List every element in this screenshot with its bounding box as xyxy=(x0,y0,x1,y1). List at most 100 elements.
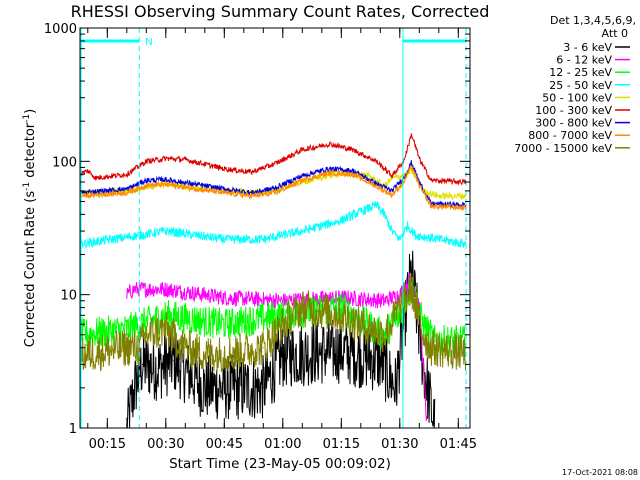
data-point-100-300-kev-18 xyxy=(430,179,432,181)
data-point-300-800-kev-1 xyxy=(126,188,128,190)
data-point-300-800-kev-8 xyxy=(329,168,331,170)
data-point-3-6-kev-12 xyxy=(411,270,412,272)
data-point-300-800-kev-16 xyxy=(465,204,467,206)
data-point-6-12-kev-6 xyxy=(383,300,385,302)
data-point-100-300-kev-13 xyxy=(375,160,377,162)
data-point-800-7000-kev-11 xyxy=(391,194,393,196)
data-point-3-6-kev-1 xyxy=(134,387,136,389)
data-point-100-300-kev-4 xyxy=(145,160,147,162)
data-point-300-800-kev-4 xyxy=(223,188,225,190)
data-point-25-50-kev-10 xyxy=(391,230,393,232)
x-tick-label-01-30: 01:30 xyxy=(381,437,418,452)
legend-label-3-6-kev: 3 - 6 keV xyxy=(563,41,612,54)
legend-label-6-12-kev: 6 - 12 keV xyxy=(556,54,612,67)
y-axis-label-sup2: -1 xyxy=(22,114,32,123)
data-point-800-7000-kev-6 xyxy=(274,192,276,194)
data-point-25-50-kev-5 xyxy=(301,230,303,232)
y-tick-label-1000: 1000 xyxy=(44,22,77,37)
x-tick-label-00-45: 00:45 xyxy=(206,437,243,452)
data-point-300-800-kev-2 xyxy=(145,179,147,181)
data-point-25-50-kev-11 xyxy=(399,238,401,240)
data-point-25-50-kev-6 xyxy=(340,219,342,221)
data-point-3-6-kev-2 xyxy=(141,363,143,365)
legend-header-attenuator: Att 0 xyxy=(602,27,628,40)
data-point-6-12-kev-4 xyxy=(282,300,284,302)
legend-header-detectors: Det 1,3,4,5,6,9, xyxy=(550,14,636,27)
tick-layer: 00:15 00:30 00:45 01:00 01:15 01:30 01:45 1 10 10… xyxy=(44,22,477,452)
data-point-300-800-kev-10 xyxy=(375,183,377,185)
data-point-300-800-kev-3 xyxy=(165,179,167,181)
data-point-800-7000-kev-9 xyxy=(352,173,354,175)
data-point-800-7000-kev-12 xyxy=(403,181,405,183)
x-tick-label-00-15: 00:15 xyxy=(89,437,126,452)
data-point-7000-15000-kev-13 xyxy=(360,323,362,325)
data-point-800-7000-kev-14 xyxy=(418,184,420,186)
data-point-7000-15000-kev-6 xyxy=(204,353,206,355)
data-point-3-6-kev-11 xyxy=(403,323,405,325)
series-100-300-kev xyxy=(79,133,467,186)
data-point-800-7000-kev-13 xyxy=(411,165,412,167)
data-point-100-300-kev-16 xyxy=(411,133,412,135)
series-line-7000-15000-kev xyxy=(79,273,467,373)
data-point-300-800-kev-5 xyxy=(251,192,253,194)
data-point-12-25-kev-9 xyxy=(422,323,424,325)
data-point-7000-15000-kev-18 xyxy=(430,347,432,349)
data-point-800-7000-kev-10 xyxy=(375,185,377,187)
data-point-800-7000-kev-1 xyxy=(126,192,128,194)
data-point-50-100-kev-1 xyxy=(126,190,128,192)
data-point-3-6-kev-10 xyxy=(395,387,397,389)
data-point-100-300-kev-15 xyxy=(403,160,405,162)
data-point-800-7000-kev-8 xyxy=(329,172,331,174)
legend-item-100-300-kev: 100 - 300 keV xyxy=(535,104,630,117)
data-point-6-12-kev-7 xyxy=(399,294,401,296)
night-label: N xyxy=(145,37,152,48)
series-25-50-kev xyxy=(79,201,467,250)
x-tick-label-01-45: 01:45 xyxy=(440,437,477,452)
data-point-100-300-kev-12 xyxy=(352,149,354,151)
series-line-800-7000-kev xyxy=(79,164,467,212)
data-point-100-300-kev-5 xyxy=(165,158,167,160)
series-line-25-50-kev xyxy=(79,201,467,250)
data-point-7000-15000-kev-2 xyxy=(138,347,139,349)
data-point-7000-15000-kev-9 xyxy=(282,323,284,325)
data-point-800-7000-kev-15 xyxy=(430,205,432,207)
data-point-300-800-kev-14 xyxy=(418,181,420,183)
data-point-25-50-kev-2 xyxy=(165,230,167,232)
data-point-800-7000-kev-3 xyxy=(165,184,167,186)
y-tick-label-1: 1 xyxy=(69,422,77,437)
data-point-300-800-kev-15 xyxy=(430,203,432,205)
series-line-3-6-kev xyxy=(126,250,436,429)
legend-label-100-300-kev: 100 - 300 keV xyxy=(535,104,612,117)
data-point-7000-15000-kev-1 xyxy=(126,347,128,349)
legend-item-300-800-kev: 300 - 800 keV xyxy=(535,117,630,130)
y-tick-label-10: 10 xyxy=(60,289,77,304)
data-point-7000-15000-kev-12 xyxy=(340,314,342,316)
data-point-7000-15000-kev-4 xyxy=(165,328,167,330)
legend-item-12-25-kev: 12 - 25 keV xyxy=(549,66,630,79)
y-axis-label-main: Corrected Count Rate (s xyxy=(23,191,38,348)
plot-frame xyxy=(79,27,471,429)
data-point-800-7000-kev-4 xyxy=(223,192,225,194)
data-point-25-50-kev-4 xyxy=(262,238,264,240)
data-point-100-300-kev-14 xyxy=(391,175,393,177)
legend-item-50-100-kev: 50 - 100 keV xyxy=(542,91,630,104)
data-point-25-50-kev-13 xyxy=(414,234,416,236)
data-point-12-25-kev-11 xyxy=(465,340,467,342)
data-point-25-50-kev-3 xyxy=(223,238,225,240)
data-point-800-7000-kev-7 xyxy=(301,179,303,181)
series-line-300-800-kev xyxy=(79,160,467,209)
series-line-6-12-kev xyxy=(126,272,428,421)
legend-item-6-12-kev: 6 - 12 keV xyxy=(556,54,630,67)
data-point-12-25-kev-1 xyxy=(126,328,128,330)
y-axis-label-end: ) xyxy=(23,109,38,114)
data-point-800-7000-kev-5 xyxy=(251,195,253,197)
data-point-25-50-kev-14 xyxy=(438,238,440,240)
data-point-12-25-kev-10 xyxy=(434,340,436,342)
data-point-6-12-kev-2 xyxy=(165,288,167,290)
data-point-7000-15000-kev-5 xyxy=(184,347,186,349)
data-point-3-6-kev-4 xyxy=(173,360,175,362)
legend-label-25-50-kev: 25 - 50 keV xyxy=(549,79,612,92)
data-point-25-50-kev-9 xyxy=(383,213,385,215)
legend-label-800-7000-kev: 800 - 7000 keV xyxy=(528,129,612,142)
